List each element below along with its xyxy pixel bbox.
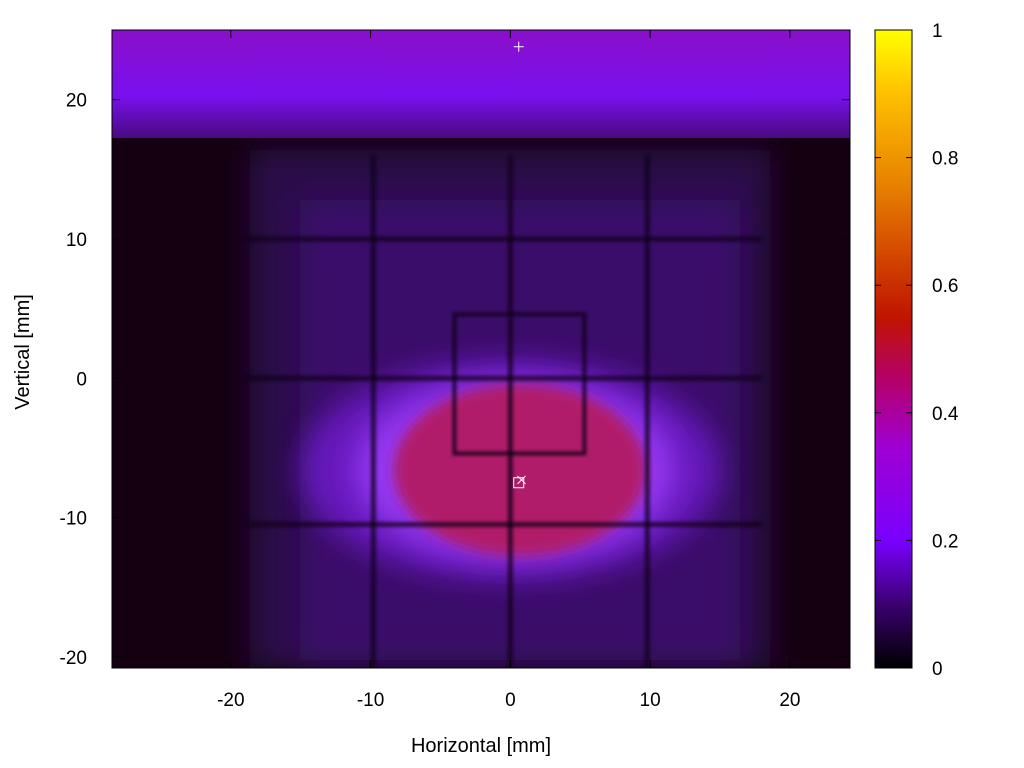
y-axis: -20 -10 0 10 20 xyxy=(60,91,850,669)
heatmap-shadow-grid xyxy=(244,155,762,668)
y-tick-label: -10 xyxy=(60,509,87,530)
x-axis: -20 -10 0 10 20 xyxy=(217,30,800,711)
colorbar-tick-label: 0.6 xyxy=(932,276,958,297)
heatmap-bright-spot xyxy=(394,384,646,556)
y-tick-label: 0 xyxy=(76,369,87,390)
colorbar-axis: 0 0.2 0.4 0.6 0.8 1 xyxy=(875,21,959,680)
plot-frame xyxy=(111,29,851,669)
x-tick-label: 10 xyxy=(640,690,661,711)
marker-+-0 xyxy=(513,41,524,52)
heatmap-image xyxy=(112,30,850,668)
shadow-box xyxy=(452,312,587,456)
x-tick-label: 20 xyxy=(779,690,800,711)
markers xyxy=(513,41,526,489)
colorbar-tick-label: 1 xyxy=(932,21,943,42)
colorbar-tick-label: 0.2 xyxy=(932,531,958,552)
y-tick-label: 20 xyxy=(66,91,87,112)
x-tick-label: 0 xyxy=(505,690,516,711)
colorbar-tick-label: 0.4 xyxy=(932,404,959,425)
y-tick-label: 10 xyxy=(66,230,87,251)
heatmap-upper-band xyxy=(112,30,850,138)
x-tick-label: -10 xyxy=(357,690,384,711)
marker-x-2 xyxy=(517,475,526,485)
y-tick-label: -20 xyxy=(60,648,87,669)
y-axis-title: Vertical [mm] xyxy=(12,294,34,410)
colorbar-tick-label: 0 xyxy=(932,659,943,680)
colorbar xyxy=(874,29,913,669)
x-axis-title: Horizontal [mm] xyxy=(411,735,551,757)
colorbar-tick-label: 0.8 xyxy=(932,149,958,170)
x-tick-label: -20 xyxy=(217,690,244,711)
